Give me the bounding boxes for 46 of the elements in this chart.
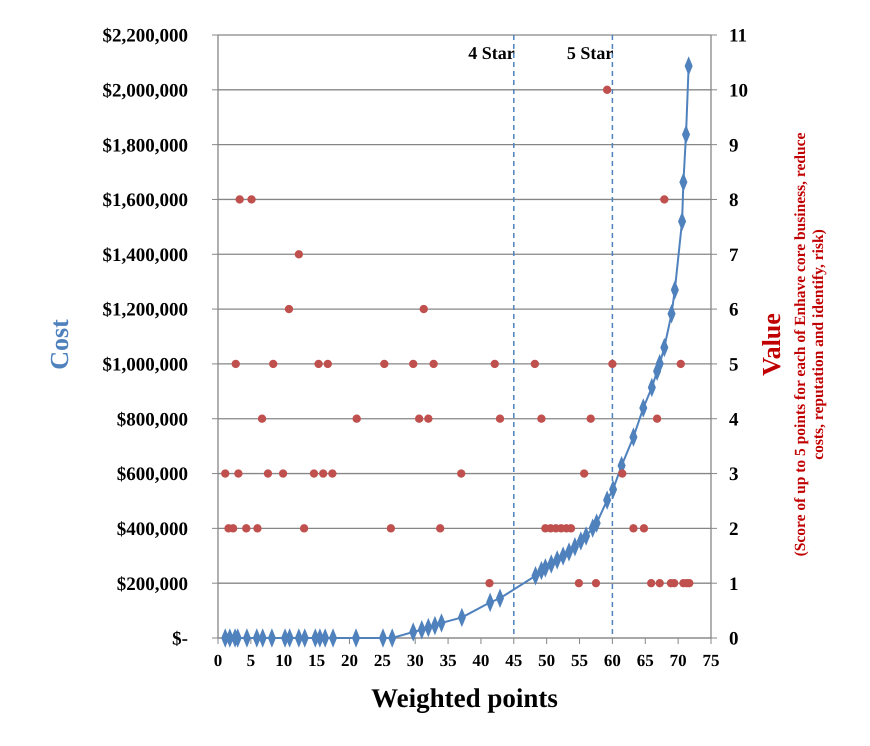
x-tick-label: 10 (275, 651, 292, 670)
y-tick-label: $2,000,000 (102, 80, 188, 102)
x-tick-label: 25 (374, 651, 391, 670)
x-tick-label: 70 (670, 651, 687, 670)
x-tick-label: 75 (702, 651, 720, 670)
x-tick-label: 50 (538, 651, 556, 670)
y2-tick-label: 1 (729, 574, 738, 595)
y2-tick-label: 8 (729, 190, 738, 212)
y2-tick-label: 2 (729, 519, 738, 540)
y2-tick-label: 3 (729, 464, 738, 486)
y-tick-label: $1,200,000 (102, 300, 188, 321)
x-tick-label: 40 (472, 651, 490, 670)
x-tick-label: 0 (214, 651, 222, 670)
y-tick-label: $1,400,000 (102, 244, 188, 266)
y2-tick-label: 10 (729, 80, 748, 102)
y-tick-label: $1,600,000 (102, 190, 188, 212)
x-tick-label: 15 (308, 651, 326, 670)
ref-line-label: 4 Star (468, 43, 515, 63)
y2-tick-label: 11 (729, 26, 747, 47)
ref-line-label: 5 Star (566, 43, 614, 63)
x-axis-title: Weighted points (371, 683, 558, 713)
y2-tick-label: 0 (729, 628, 738, 650)
x-tick-label: 65 (636, 651, 654, 670)
x-tick-label: 20 (340, 651, 358, 670)
y2-tick-label: 7 (729, 244, 739, 266)
x-tick-label: 30 (406, 651, 424, 670)
y-tick-label: $2,200,000 (102, 26, 188, 47)
y-tick-label: $1,800,000 (102, 135, 188, 156)
x-tick-label: 55 (571, 651, 588, 670)
y-tick-label: $- (172, 628, 188, 650)
y2-tick-label: 6 (729, 300, 738, 321)
y-axis-title: Cost (45, 318, 74, 370)
y2-tick-label: 4 (729, 409, 739, 430)
x-tick-label: 60 (604, 651, 621, 670)
y2-tick-label: 5 (729, 354, 738, 376)
y-tick-label: $800,000 (116, 409, 188, 430)
x-tick-label: 35 (440, 651, 457, 670)
x-tick-label: 45 (505, 651, 522, 670)
y2-axis-title: Value (757, 313, 786, 376)
x-tick-label: 5 (246, 651, 256, 670)
text: (Score of up to 5 points for each of Enhave core business, reduce costs, reputation and identify, risk) (792, 132, 827, 556)
y-tick-label: $200,000 (116, 574, 188, 595)
y-tick-label: $1,000,000 (102, 354, 188, 376)
y2-tick-label: 9 (729, 135, 738, 156)
y-tick-label: $600,000 (116, 464, 188, 486)
y-tick-label: $400,000 (116, 519, 188, 540)
